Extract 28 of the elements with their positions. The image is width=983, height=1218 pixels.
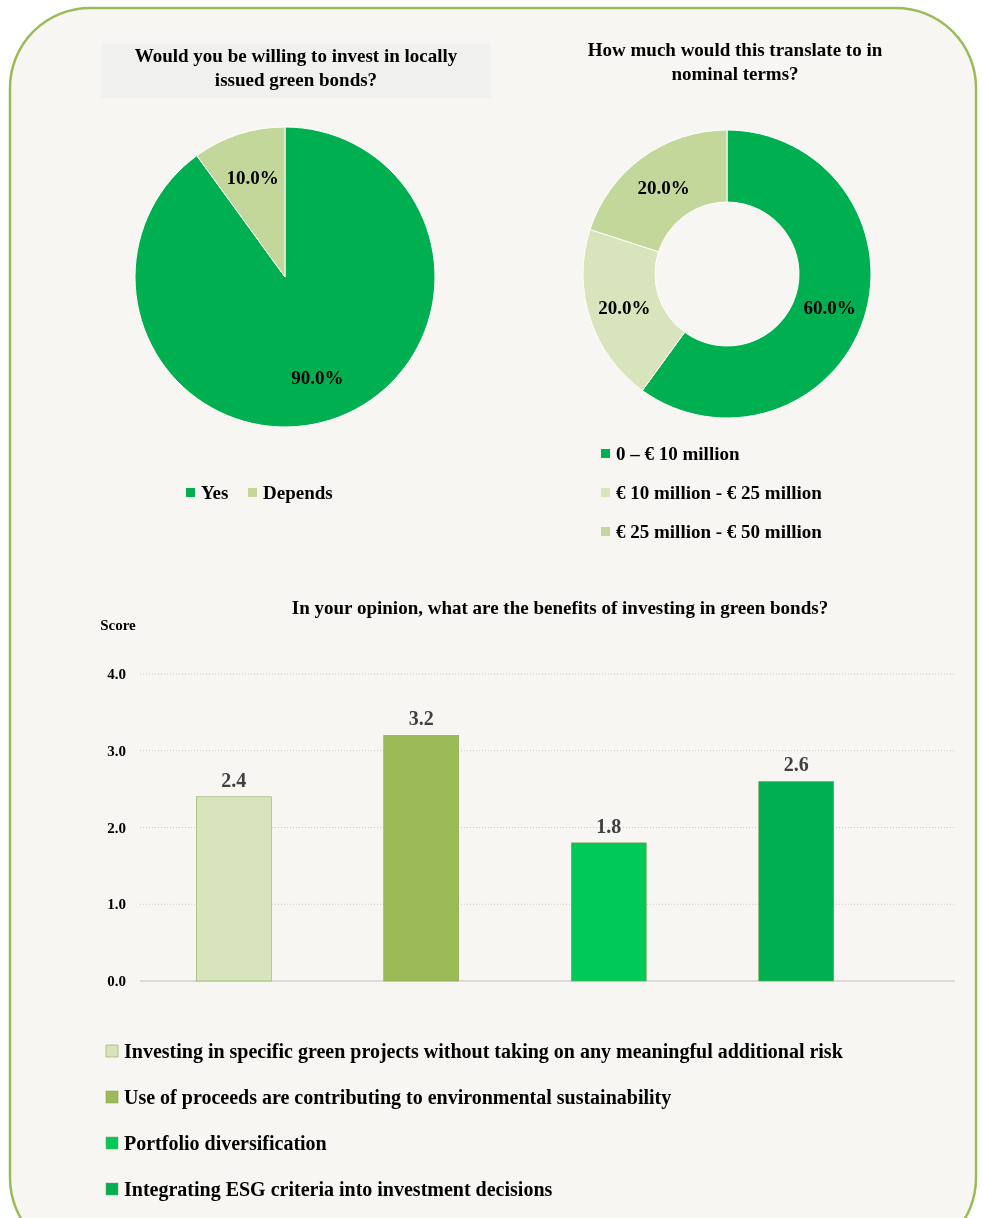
y-tick-label: 2.0 [107,819,126,836]
y-tick-label: 3.0 [107,742,126,759]
legend-label: Portfolio diversification [124,1132,327,1154]
data-label: 10.0% [226,167,279,189]
chart-title: In your opinion, what are the benefits of investing in green bonds? [291,597,829,618]
data-label: 2.4 [221,768,247,791]
legend-label: € 25 million - € 50 million [616,521,823,542]
chart-title: Would you be willing to invest in locally issued green bonds? [134,45,458,90]
y-tick-label: 1.0 [107,896,126,913]
legend-label: Use of proceeds are contributing to environmental sustainability [124,1086,672,1109]
legend-label: € 10 million - € 25 million [616,482,823,503]
legend-label: Integrating ESG criteria into investment decisions [124,1178,553,1201]
data-label: 2.6 [783,753,809,776]
data-label: 3.2 [408,707,434,730]
data-label: 1.8 [596,814,622,837]
data-label: 20.0% [637,176,690,198]
pie-slice [134,126,436,428]
data-label: 90.0% [291,366,344,388]
legend-label: Yes [201,482,229,503]
legend-label: 0 – € 10 million [616,443,740,464]
y-tick-label: 4.0 [107,666,126,682]
legend-label: Investing in specific green projects without taking on any meaningful additional risk [124,1040,844,1063]
legend-label: Depends [263,482,333,503]
chart-title: How much would this translate to in nominal terms? [587,39,883,84]
data-label: 20.0% [598,297,651,319]
data-label: 60.0% [803,297,856,319]
y-axis-title: Score [100,617,137,633]
y-tick-label: 0.0 [107,973,126,989]
